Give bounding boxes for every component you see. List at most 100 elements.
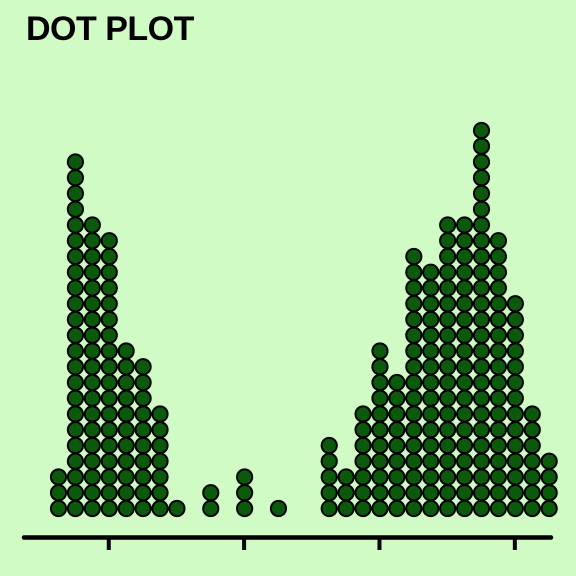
- data-dot: [523, 452, 541, 470]
- data-dot: [405, 326, 423, 344]
- data-dot: [388, 436, 406, 455]
- data-dot: [489, 342, 508, 360]
- data-dot: [506, 499, 524, 518]
- data-dot: [354, 499, 372, 518]
- data-dot: [405, 373, 423, 392]
- data-dot: [354, 452, 372, 470]
- data-dot: [66, 436, 85, 455]
- data-dot: [117, 484, 135, 502]
- data-dot: [489, 389, 508, 407]
- data-dot: [66, 200, 85, 218]
- data-dot: [388, 452, 406, 470]
- data-dot: [455, 295, 474, 313]
- data-dot: [540, 452, 558, 470]
- data-dot: [151, 468, 169, 486]
- data-dot: [337, 499, 355, 518]
- data-dot: [83, 484, 101, 502]
- data-dot: [472, 295, 491, 313]
- data-dot: [371, 468, 389, 486]
- data-dot: [236, 484, 254, 502]
- data-dot: [83, 310, 101, 329]
- data-dot: [66, 153, 85, 171]
- data-dot: [455, 342, 474, 360]
- data-dot: [66, 358, 85, 376]
- data-dot: [523, 468, 541, 486]
- data-dot: [134, 436, 152, 455]
- data-dot: [100, 484, 118, 502]
- data-dot: [439, 468, 457, 486]
- data-dot: [100, 310, 118, 329]
- data-dot: [354, 421, 372, 439]
- data-dot: [66, 342, 85, 360]
- data-dot: [472, 232, 491, 250]
- data-dot: [489, 232, 508, 250]
- data-dot: [489, 247, 508, 266]
- data-dot: [371, 389, 389, 407]
- data-dot: [489, 279, 508, 297]
- data-dot: [100, 358, 118, 376]
- data-dot: [66, 279, 85, 297]
- data-dot: [66, 295, 85, 313]
- data-dot: [472, 310, 491, 329]
- data-dot: [354, 468, 372, 486]
- data-dot: [202, 499, 220, 518]
- data-dot: [439, 263, 457, 281]
- data-dot: [134, 358, 152, 376]
- data-dot: [472, 263, 491, 281]
- data-dot: [422, 358, 440, 376]
- data-dot: [472, 184, 491, 203]
- data-dot: [168, 499, 186, 518]
- data-dot: [472, 216, 491, 234]
- data-dot: [117, 389, 135, 407]
- data-dot: [100, 389, 118, 407]
- data-dot: [83, 452, 101, 470]
- data-dot: [506, 358, 524, 376]
- data-dot: [83, 295, 101, 313]
- data-dot: [83, 389, 101, 407]
- data-dot: [66, 405, 85, 423]
- data-dot: [523, 405, 541, 423]
- data-dot: [66, 389, 85, 407]
- data-dot: [100, 232, 118, 250]
- data-dot: [405, 499, 423, 518]
- data-dot: [455, 263, 474, 281]
- data-dot: [66, 468, 85, 486]
- data-dot: [388, 484, 406, 502]
- data-dot: [320, 468, 338, 486]
- data-dot: [489, 421, 508, 439]
- data-dot: [151, 499, 169, 518]
- data-dot: [455, 468, 474, 486]
- data-dot: [371, 499, 389, 518]
- data-dot: [83, 421, 101, 439]
- data-dot: [371, 436, 389, 455]
- data-dot: [455, 452, 474, 470]
- data-dot: [49, 484, 68, 502]
- data-dot: [388, 373, 406, 392]
- data-dot: [455, 358, 474, 376]
- data-dot: [117, 342, 135, 360]
- data-dot: [472, 452, 491, 470]
- data-dot: [134, 405, 152, 423]
- data-dot: [472, 436, 491, 455]
- data-dot: [422, 310, 440, 329]
- data-dot: [455, 373, 474, 392]
- data-dot: [151, 484, 169, 502]
- data-dot: [489, 468, 508, 486]
- data-dot: [489, 405, 508, 423]
- data-dot: [337, 468, 355, 486]
- data-dot: [100, 247, 118, 266]
- data-dot: [405, 358, 423, 376]
- data-dot: [100, 436, 118, 455]
- data-dot: [117, 499, 135, 518]
- data-dot: [100, 295, 118, 313]
- data-dot: [422, 373, 440, 392]
- data-dot: [472, 373, 491, 392]
- data-dot: [506, 310, 524, 329]
- data-dot: [506, 436, 524, 455]
- data-dot: [422, 405, 440, 423]
- data-dot: [151, 436, 169, 455]
- chart-title: DOT PLOT: [26, 10, 194, 48]
- data-dot: [66, 216, 85, 234]
- data-dot: [202, 484, 220, 502]
- data-dot: [83, 436, 101, 455]
